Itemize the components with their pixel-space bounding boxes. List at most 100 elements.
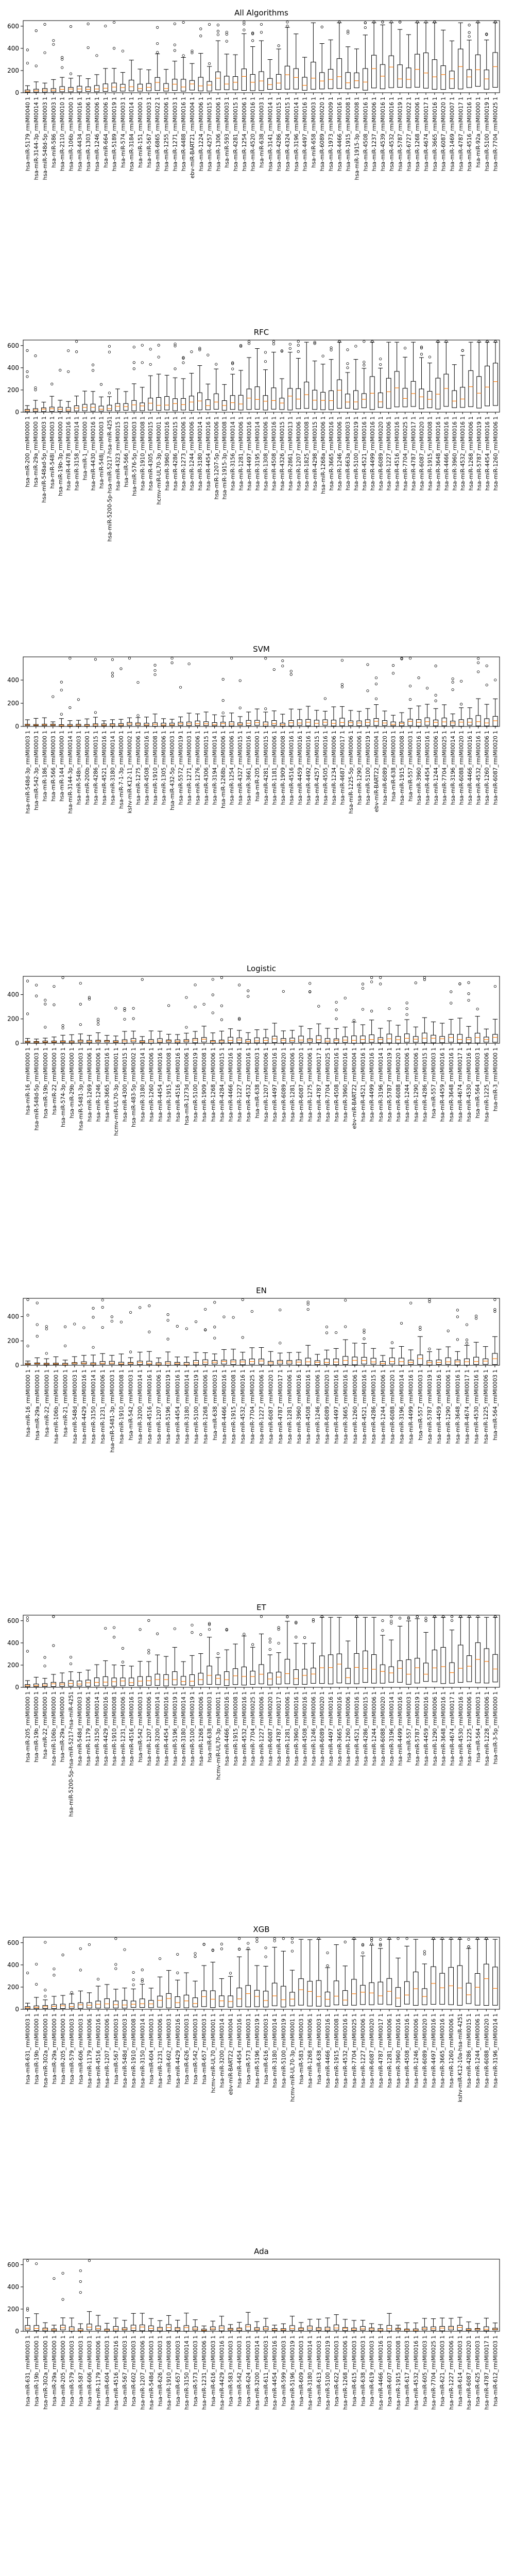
outlier	[128, 657, 131, 660]
outlier	[211, 1948, 214, 1952]
box-5	[72, 1323, 78, 1366]
x-tick-label: hsa-miR-151_rmiMI0000 1	[138, 97, 144, 168]
x-tick-label: hsa-miR-3150_rmiMI0014 1	[94, 1691, 100, 1766]
box-body	[377, 1981, 383, 2005]
box-body	[342, 1036, 348, 1043]
x-tick-label: hsa-miR-1231_rmiMI0006 1	[158, 2013, 164, 2088]
box-42	[382, 710, 388, 727]
outlier	[374, 682, 378, 686]
box-body	[333, 1038, 339, 1043]
outlier	[282, 1937, 285, 1940]
x-tick-label: hsa-miR-4674_rmiMI0017 1	[423, 97, 430, 171]
outlier	[111, 674, 114, 677]
box-2	[41, 401, 46, 413]
outlier	[97, 1018, 100, 1021]
x-tick-label: hsa-miR-3_rmiMI0000 1	[492, 1047, 499, 1111]
box-body	[395, 1987, 401, 2007]
x-tick-label: hsa-miR-1207_rmiMI0006 1	[263, 1047, 269, 1122]
x-tick-label: hsa-miR-1207_rmiMI0006 1	[105, 2013, 111, 2088]
box-34	[304, 342, 310, 413]
box-body	[90, 403, 96, 412]
outlier	[247, 1942, 250, 1945]
outlier	[308, 990, 312, 993]
box-body	[419, 388, 424, 410]
x-tick-label: hsa-miR-1915_rmiMI0008 1	[346, 97, 352, 171]
outlier	[61, 58, 64, 61]
outlier	[64, 1344, 67, 1347]
x-tick-label: hsa-miR-621_rmiMI0003 1	[440, 2335, 446, 2406]
outlier	[108, 392, 111, 395]
x-tick-label: hsa-miR-4459_rmiMI0016 1	[297, 731, 303, 805]
box-47	[432, 1615, 437, 1688]
box-23	[213, 363, 219, 413]
x-tick-label: hsa-miR-3200_rmiMI0014 1	[254, 2335, 261, 2410]
box-body	[267, 78, 273, 90]
box-body	[435, 378, 441, 410]
x-tick-label: hsa-miR-631_rmiMI0003 1	[25, 2335, 31, 2406]
x-tick-label: hsa-miR-3665_rmiMI0016 1	[432, 97, 438, 171]
box-30	[305, 1300, 311, 1366]
box-30	[280, 659, 285, 727]
box-body	[354, 1653, 359, 1684]
box-body	[98, 405, 104, 412]
outlier	[277, 44, 280, 47]
plot-frame	[23, 656, 500, 727]
box-body	[175, 1996, 180, 2008]
x-tick-label: hsa-miR-593_rmiMI0003 1	[224, 97, 230, 168]
x-tick-label: hsa-miR-4429_rmiMI0016 1	[81, 1369, 88, 1444]
x-tick-label: hcmv-miR-UL70_rmiMI0001 1	[210, 2013, 216, 2093]
x-tick-label: hsa-miR-3665_rmiMI0016 1	[105, 1047, 111, 1122]
outlier	[370, 976, 373, 979]
box-30	[271, 340, 277, 413]
box-2	[42, 717, 47, 727]
outlier	[110, 1315, 113, 1318]
box-body	[474, 1973, 480, 2006]
x-tick-label: hsa-miR-16_rmiMI0000 1	[25, 1369, 31, 1437]
outlier	[114, 1007, 117, 1010]
x-tick-label: hsa-miR-3665_rmiMI0016 1	[440, 2013, 446, 2088]
x-tick-label: hsa-miR-4508_rmiMI0016 1	[305, 1369, 312, 1444]
box-body	[298, 1978, 304, 2006]
y-tick-label: 0	[15, 2006, 19, 2013]
outlier	[423, 976, 426, 979]
x-tick-label: hsa-miR-4520_rmiMI0016 1	[250, 97, 256, 171]
box-48	[448, 990, 454, 1044]
outlier	[423, 978, 426, 981]
box-52	[475, 21, 481, 93]
outlier	[346, 362, 349, 365]
outlier	[191, 1623, 194, 1626]
outlier	[173, 1627, 176, 1630]
outlier	[436, 340, 439, 343]
box-13	[140, 2313, 145, 2332]
box-9	[102, 24, 108, 93]
x-tick-label: hsa-miR-1825_rmiMI0008 1	[304, 416, 310, 490]
outlier	[282, 990, 285, 993]
x-tick-label: ebv-miR-BART22_rmiMI0004 1	[373, 731, 380, 812]
x-tick-label: hsa-miR-5100_rmiMI0019 1	[190, 1691, 196, 1766]
outlier	[273, 1937, 276, 1940]
outlier	[326, 1964, 329, 1968]
outlier	[220, 976, 224, 979]
outlier	[123, 1007, 126, 1010]
box-2	[42, 1656, 48, 1688]
x-tick-label: hsa-miR-1260_rmiMI0006 1	[484, 731, 490, 805]
x-tick-label: hsa-miR-576-5p_rmiMI0003 1	[131, 416, 138, 496]
box-45	[445, 1329, 451, 1366]
x-tick-label: hsa-miR-638_rmiMI0003 1	[259, 97, 265, 168]
box-3	[50, 39, 56, 93]
x-tick-label: hsa-miR-6087_rmiMI0020 1	[441, 97, 447, 171]
box-body	[458, 719, 464, 727]
x-tick-label: hsa-miR-3150_rmiMI0014 1	[184, 2335, 190, 2410]
outlier	[211, 1011, 214, 1014]
box-40	[353, 345, 358, 413]
outlier	[420, 352, 423, 356]
box-body	[432, 1650, 437, 1682]
x-tick-label: hsa-miR-1268_rmiMI0006 1	[342, 2335, 349, 2410]
box-body	[293, 68, 299, 90]
box-body	[492, 716, 498, 726]
box-body	[371, 55, 377, 89]
x-tick-label: hsa-miR-3144-3p_rmiMI0014 1	[33, 97, 40, 180]
box-body	[467, 69, 472, 88]
x-tick-label: hsa-miR-200_rmiMI0000 1	[25, 416, 31, 487]
box-24	[221, 384, 227, 413]
